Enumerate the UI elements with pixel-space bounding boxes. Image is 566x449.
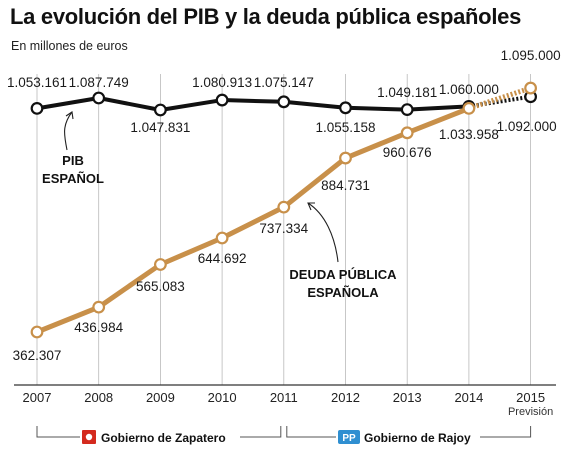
data-point-pib-2008 (92, 91, 106, 105)
x-tick-label-2012: 2012 (331, 390, 360, 405)
period-label-rajoy: Gobierno de Rajoy (364, 431, 471, 445)
pib-pointer-arrowhead (65, 111, 74, 120)
government-periods: Gobierno de Zapatero PP Gobierno de Rajoy (36, 426, 532, 446)
x-tick-label-2014: 2014 (454, 390, 483, 405)
data-point-deuda-2010 (215, 231, 229, 245)
data-point-pib-2011 (277, 95, 291, 109)
data-point-deuda-2015 (524, 81, 537, 95)
data-point-deuda-2013 (400, 126, 414, 140)
chart-subtitle: En millones de euros (11, 39, 128, 53)
data-point-deuda-2011 (277, 200, 291, 214)
value-label-pib-2012: 1.055.158 (315, 120, 375, 135)
data-points (30, 81, 537, 339)
value-label-deuda-2011: 737.334 (259, 221, 308, 236)
data-point-pib-2010 (215, 93, 229, 107)
value-label-pib-2011: 1.075.147 (254, 75, 314, 90)
value-label-deuda-2013: 960.676 (383, 145, 432, 160)
x-tick-label-2009: 2009 (146, 390, 175, 405)
value-label-pib-2013: 1.049.181 (377, 85, 437, 100)
data-point-deuda-2007 (30, 325, 44, 339)
pp-logo-text: PP (342, 433, 356, 444)
data-point-deuda-2014 (462, 102, 476, 115)
period-label-bg-zapatero (80, 429, 240, 446)
series-forecast-line-pib (468, 94, 531, 109)
series-line-deuda (36, 106, 470, 335)
x-tick-label-2007: 2007 (23, 390, 52, 405)
pib-pointer-arrow (64, 111, 73, 151)
data-point-pib-2007 (30, 101, 44, 115)
x-tick-label-2010: 2010 (208, 390, 237, 405)
series-line-pib (36, 96, 470, 112)
chart-title: La evolución del PIB y la deuda pública … (10, 4, 522, 29)
value-label-deuda-2009: 565.083 (136, 279, 185, 294)
psoe-logo-rose-icon (85, 433, 93, 441)
deuda-pointer-arrowhead (307, 202, 315, 211)
value-label-pib-2015: 1.092.000 (497, 119, 557, 134)
series-labels: PIB ESPAÑOL DEUDA PÚBLICA ESPAÑOLA (42, 111, 397, 300)
pp-logo-icon (338, 430, 360, 444)
value-label-deuda-2012: 884.731 (321, 178, 370, 193)
series-lines (36, 85, 532, 335)
data-point-pib-2013 (400, 103, 414, 116)
x-tick-label-2015: 2015 (516, 390, 545, 405)
value-label-deuda-2007: 362.307 (13, 348, 62, 363)
x-tick-label-2013: 2013 (393, 390, 422, 405)
series-label-pib-line2: ESPAÑOL (42, 171, 104, 186)
value-label-deuda-2014: 1.033.958 (439, 127, 499, 142)
value-labels: 1.053.161 1.087.749 1.047.831 1.080.913 1.07… (7, 48, 561, 363)
x-tick-label-2011: 2011 (270, 390, 298, 405)
series-label-deuda-line1: DEUDA PÚBLICA (289, 267, 397, 282)
value-label-deuda-2010: 644.692 (198, 251, 247, 266)
data-point-pib-2012 (339, 101, 352, 115)
data-point-deuda-2012 (339, 151, 352, 165)
deuda-pointer-arrow (307, 202, 339, 263)
data-point-pib-2009 (153, 103, 167, 117)
period-label-zapatero: Gobierno de Zapatero (101, 431, 226, 445)
period-label-bg-rajoy (336, 429, 480, 446)
series-label-pib-line1: PIB (62, 153, 84, 168)
series-forecast-line-deuda (468, 85, 532, 111)
data-point-deuda-2009 (153, 258, 167, 271)
data-point-deuda-2008 (92, 300, 106, 314)
value-label-pib-2009: 1.047.831 (130, 120, 190, 135)
x-axis: 2007 2008 2009 2010 2011 2012 2013 2014 2015Prev… (14, 384, 556, 418)
value-label-deuda-2015: 1.095.000 (501, 48, 561, 63)
x-tick-label-2008: 2008 (84, 390, 113, 405)
series-label-deuda-line2: ESPAÑOLA (307, 285, 379, 300)
value-label-pib-2008: 1.087.749 (69, 75, 129, 90)
value-label-pib-2007: 1.053.161 (7, 75, 67, 90)
value-label-deuda-2008: 436.984 (74, 320, 123, 335)
x-tick-sublabel-2015: Previsión (508, 406, 553, 418)
value-label-pib-2010: 1.080.913 (192, 75, 252, 90)
value-label-pib-2014: 1.060.000 (439, 82, 499, 97)
